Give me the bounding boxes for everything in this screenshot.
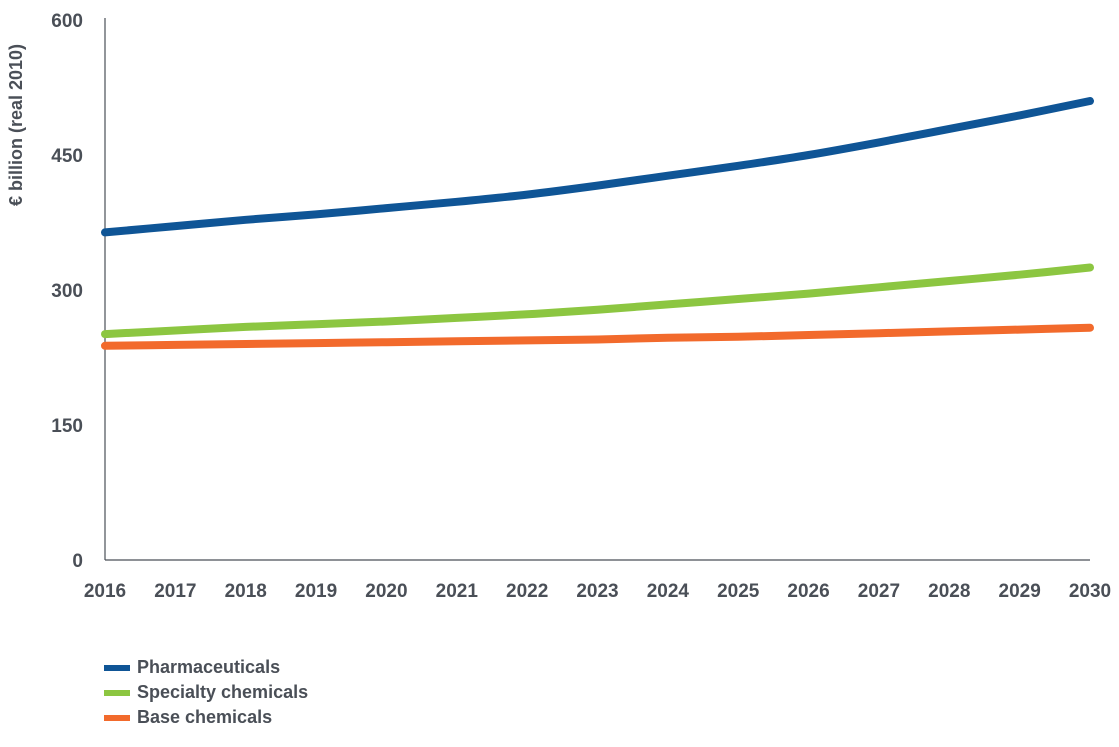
x-tick-label: 2030 — [1069, 581, 1111, 602]
legend-item: Base chemicals — [104, 705, 308, 730]
legend-label: Pharmaceuticals — [137, 657, 281, 677]
x-tick-label: 2028 — [928, 581, 970, 602]
legend-swatch — [104, 664, 130, 671]
y-tick-label: 450 — [51, 146, 83, 167]
x-tick-label: 2020 — [365, 581, 407, 602]
x-tick-label: 2019 — [295, 581, 337, 602]
series-line-specialty-chemicals — [101, 263, 1094, 339]
legend-label: Specialty chemicals — [137, 682, 309, 702]
x-tick-label: 2021 — [436, 581, 479, 602]
y-tick-label: 300 — [51, 281, 83, 302]
legend-item: Specialty chemicals — [104, 680, 308, 705]
legend-swatch — [104, 689, 130, 696]
x-tick-label: 2016 — [84, 581, 126, 602]
series-line-pharmaceuticals — [101, 97, 1094, 237]
y-axis-title-group: € billion (real 2010) — [6, 44, 26, 206]
series-line-base-chemicals — [101, 323, 1094, 350]
x-tick-label: 2023 — [576, 581, 618, 602]
y-axis-title: € billion (real 2010) — [6, 44, 26, 206]
x-tick-labels: 2016 2017 2018 2019 2020 2021 2022 2023 2024 2025… — [84, 581, 1111, 602]
y-tick-label: 600 — [51, 11, 83, 32]
x-tick-label: 2025 — [717, 581, 760, 602]
legend-swatch — [104, 714, 130, 721]
y-tick-label: 150 — [51, 416, 83, 437]
y-tick-label: 0 — [72, 551, 83, 572]
legend-item: Pharmaceuticals — [104, 655, 308, 680]
x-tick-label: 2024 — [647, 581, 690, 602]
series-lines — [101, 97, 1094, 350]
x-tick-label: 2017 — [154, 581, 196, 602]
x-tick-label: 2029 — [999, 581, 1041, 602]
y-tick-labels: 0 150 300 450 600 — [51, 11, 83, 572]
legend: Pharmaceuticals Specialty chemicals Base c… — [104, 655, 308, 730]
x-tick-label: 2026 — [787, 581, 829, 602]
x-tick-label: 2027 — [858, 581, 900, 602]
legend-label: Base chemicals — [137, 707, 273, 727]
x-tick-label: 2018 — [225, 581, 267, 602]
x-tick-label: 2022 — [506, 581, 548, 602]
